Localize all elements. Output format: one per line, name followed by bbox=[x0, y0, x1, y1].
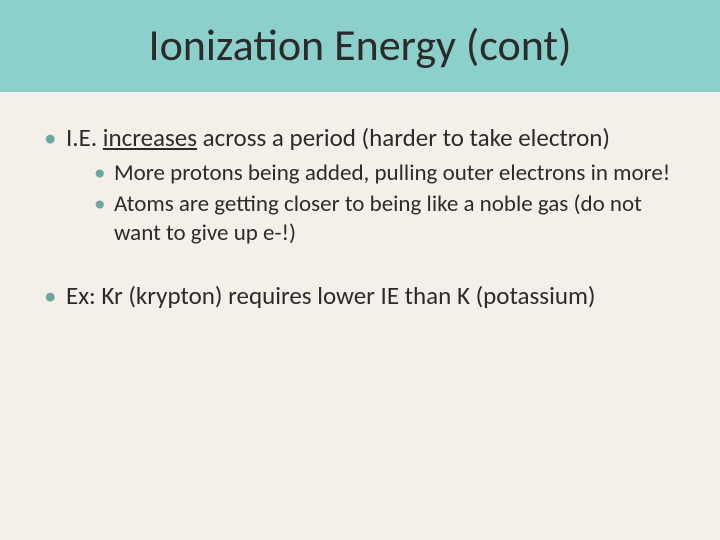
bullet-underlined: increases bbox=[103, 122, 197, 153]
bullet-prefix: I.E. bbox=[66, 122, 103, 153]
bullet-item: I.E. increases across a period (harder t… bbox=[44, 122, 676, 248]
title-band: Ionization Energy (cont) bbox=[0, 0, 720, 92]
bullet-list: Ex: Kr (krypton) requires lower IE than … bbox=[44, 280, 676, 311]
sub-bullet-item: More protons being added, pulling outer … bbox=[94, 159, 676, 188]
sub-bullet-list: More protons being added, pulling outer … bbox=[66, 159, 676, 247]
spacer bbox=[44, 252, 676, 280]
sub-bullet-item: Atoms are getting closer to being like a… bbox=[94, 190, 676, 248]
bullet-suffix: across a period (harder to take electron… bbox=[197, 122, 610, 153]
bullet-item: Ex: Kr (krypton) requires lower IE than … bbox=[44, 280, 676, 311]
slide-content: I.E. increases across a period (harder t… bbox=[0, 92, 720, 311]
bullet-text: Ex: Kr (krypton) requires lower IE than … bbox=[66, 280, 596, 311]
bullet-list: I.E. increases across a period (harder t… bbox=[44, 122, 676, 248]
slide-title: Ionization Energy (cont) bbox=[0, 18, 720, 72]
slide: Ionization Energy (cont) I.E. increases … bbox=[0, 0, 720, 540]
